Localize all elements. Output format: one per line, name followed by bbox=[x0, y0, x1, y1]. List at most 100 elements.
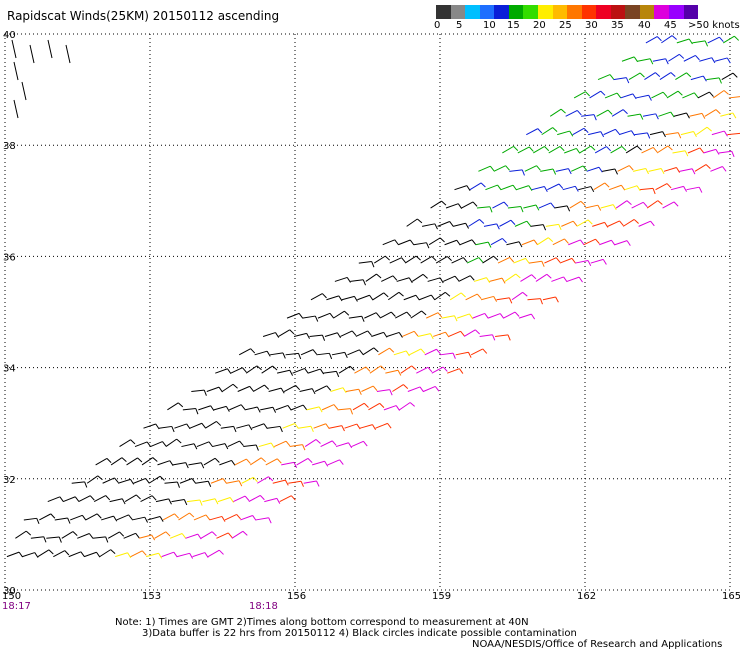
wind-barb bbox=[320, 440, 333, 448]
wind-barb-flag bbox=[604, 182, 610, 188]
wind-barb bbox=[696, 126, 708, 136]
wind-barb bbox=[179, 478, 193, 484]
wind-barb-flag bbox=[542, 224, 547, 231]
wind-barb bbox=[385, 369, 399, 374]
wind-barb bbox=[668, 53, 680, 62]
wind-barb bbox=[126, 457, 138, 466]
wind-barb-flag bbox=[276, 498, 281, 504]
wind-barb-flag bbox=[294, 423, 299, 429]
wind-barb-flag bbox=[705, 164, 711, 170]
wind-barb-flag bbox=[437, 312, 443, 318]
wind-barb bbox=[511, 291, 523, 301]
wind-barb bbox=[63, 496, 76, 503]
wind-barb bbox=[663, 167, 677, 172]
wind-barb bbox=[109, 498, 123, 503]
colorbar-tick-label: >50 knots bbox=[688, 20, 740, 31]
wind-barb-flag bbox=[465, 222, 470, 229]
wind-barb bbox=[417, 333, 431, 337]
wind-barb-flag bbox=[615, 128, 620, 135]
wind-barb-flag bbox=[600, 131, 605, 138]
wind-barb-flag bbox=[203, 389, 207, 396]
wind-barb bbox=[237, 385, 250, 392]
wind-barb-flag bbox=[165, 531, 171, 537]
wind-barb-flag bbox=[252, 515, 257, 521]
wind-barb-flag bbox=[442, 366, 448, 372]
wind-barb bbox=[189, 422, 203, 429]
wind-barb bbox=[300, 349, 314, 356]
wind-barb bbox=[637, 58, 651, 62]
wind-barb-flag bbox=[214, 498, 219, 505]
wind-barb bbox=[445, 203, 459, 209]
wind-barb bbox=[182, 408, 196, 411]
wind-barb-flag bbox=[621, 146, 627, 152]
wind-barb bbox=[351, 440, 364, 448]
wind-barb-flag bbox=[263, 423, 268, 429]
wind-barb-flag bbox=[530, 313, 536, 320]
wind-barb-flag bbox=[469, 313, 474, 320]
wind-barb bbox=[530, 224, 544, 227]
wind-barb bbox=[648, 168, 662, 172]
wind-barb bbox=[594, 146, 607, 154]
wind-barb bbox=[233, 495, 246, 503]
wind-barb bbox=[422, 223, 435, 227]
colorbar-tick-label: 15 bbox=[507, 20, 520, 31]
wind-barb-flag bbox=[176, 438, 182, 444]
wind-barb bbox=[306, 406, 320, 411]
wind-barb bbox=[341, 295, 355, 301]
wind-barb bbox=[569, 200, 582, 209]
wind-barb bbox=[504, 273, 516, 282]
wind-barb bbox=[21, 81, 27, 101]
wind-barb-flag bbox=[492, 334, 496, 341]
wind-barb bbox=[288, 480, 302, 484]
wind-barb bbox=[455, 351, 469, 356]
wind-barb-flag bbox=[218, 549, 224, 555]
wind-barb-flag bbox=[369, 294, 374, 301]
wind-barb-flag bbox=[715, 109, 721, 115]
colorbar-swatch bbox=[436, 5, 451, 19]
wind-barb bbox=[68, 551, 82, 558]
wind-barb bbox=[651, 91, 664, 99]
plot-area bbox=[5, 34, 730, 590]
wind-barb-flag bbox=[285, 440, 291, 447]
wind-barb bbox=[389, 257, 402, 264]
wind-barb-flag bbox=[409, 239, 415, 246]
wind-barb bbox=[379, 311, 392, 319]
wind-barb bbox=[707, 36, 720, 44]
wind-barb bbox=[205, 421, 217, 429]
wind-barb-flag bbox=[272, 407, 277, 413]
wind-barb bbox=[634, 132, 648, 136]
wind-barb-flag bbox=[522, 291, 528, 297]
wind-barb-flag bbox=[446, 256, 452, 262]
wind-barb bbox=[395, 311, 408, 319]
wind-barb bbox=[364, 312, 377, 319]
wind-barb-flag bbox=[43, 536, 47, 543]
wind-barb-flag bbox=[666, 183, 672, 189]
wind-barb-flag bbox=[487, 241, 492, 248]
wind-barb-flag bbox=[590, 186, 595, 193]
wind-barb bbox=[516, 185, 529, 191]
wind-barb bbox=[299, 388, 313, 392]
wind-barb bbox=[492, 201, 505, 209]
wind-barb-flag bbox=[365, 366, 371, 372]
wind-barb-flag bbox=[383, 292, 389, 298]
wind-barb-flag bbox=[312, 349, 318, 355]
wind-barb-flag bbox=[97, 475, 103, 481]
wind-barb-flag bbox=[691, 168, 696, 175]
wind-barb bbox=[502, 145, 514, 154]
wind-barb bbox=[226, 480, 240, 484]
wind-barb-flag bbox=[512, 184, 517, 191]
wind-barb bbox=[161, 551, 174, 558]
wind-barb bbox=[171, 499, 185, 503]
wind-barb-flag bbox=[392, 275, 398, 281]
wind-barb bbox=[579, 145, 591, 154]
wind-barb-flag bbox=[657, 200, 663, 205]
wind-barb bbox=[372, 292, 385, 301]
wind-barb bbox=[61, 531, 74, 539]
wind-barb bbox=[338, 365, 351, 374]
lat-lon-grid bbox=[4, 33, 731, 591]
wind-barb-flag bbox=[652, 188, 656, 195]
wind-barb-flag bbox=[214, 457, 220, 463]
wind-barb bbox=[261, 365, 273, 374]
wind-barb bbox=[167, 402, 179, 411]
wind-barb bbox=[437, 221, 450, 227]
